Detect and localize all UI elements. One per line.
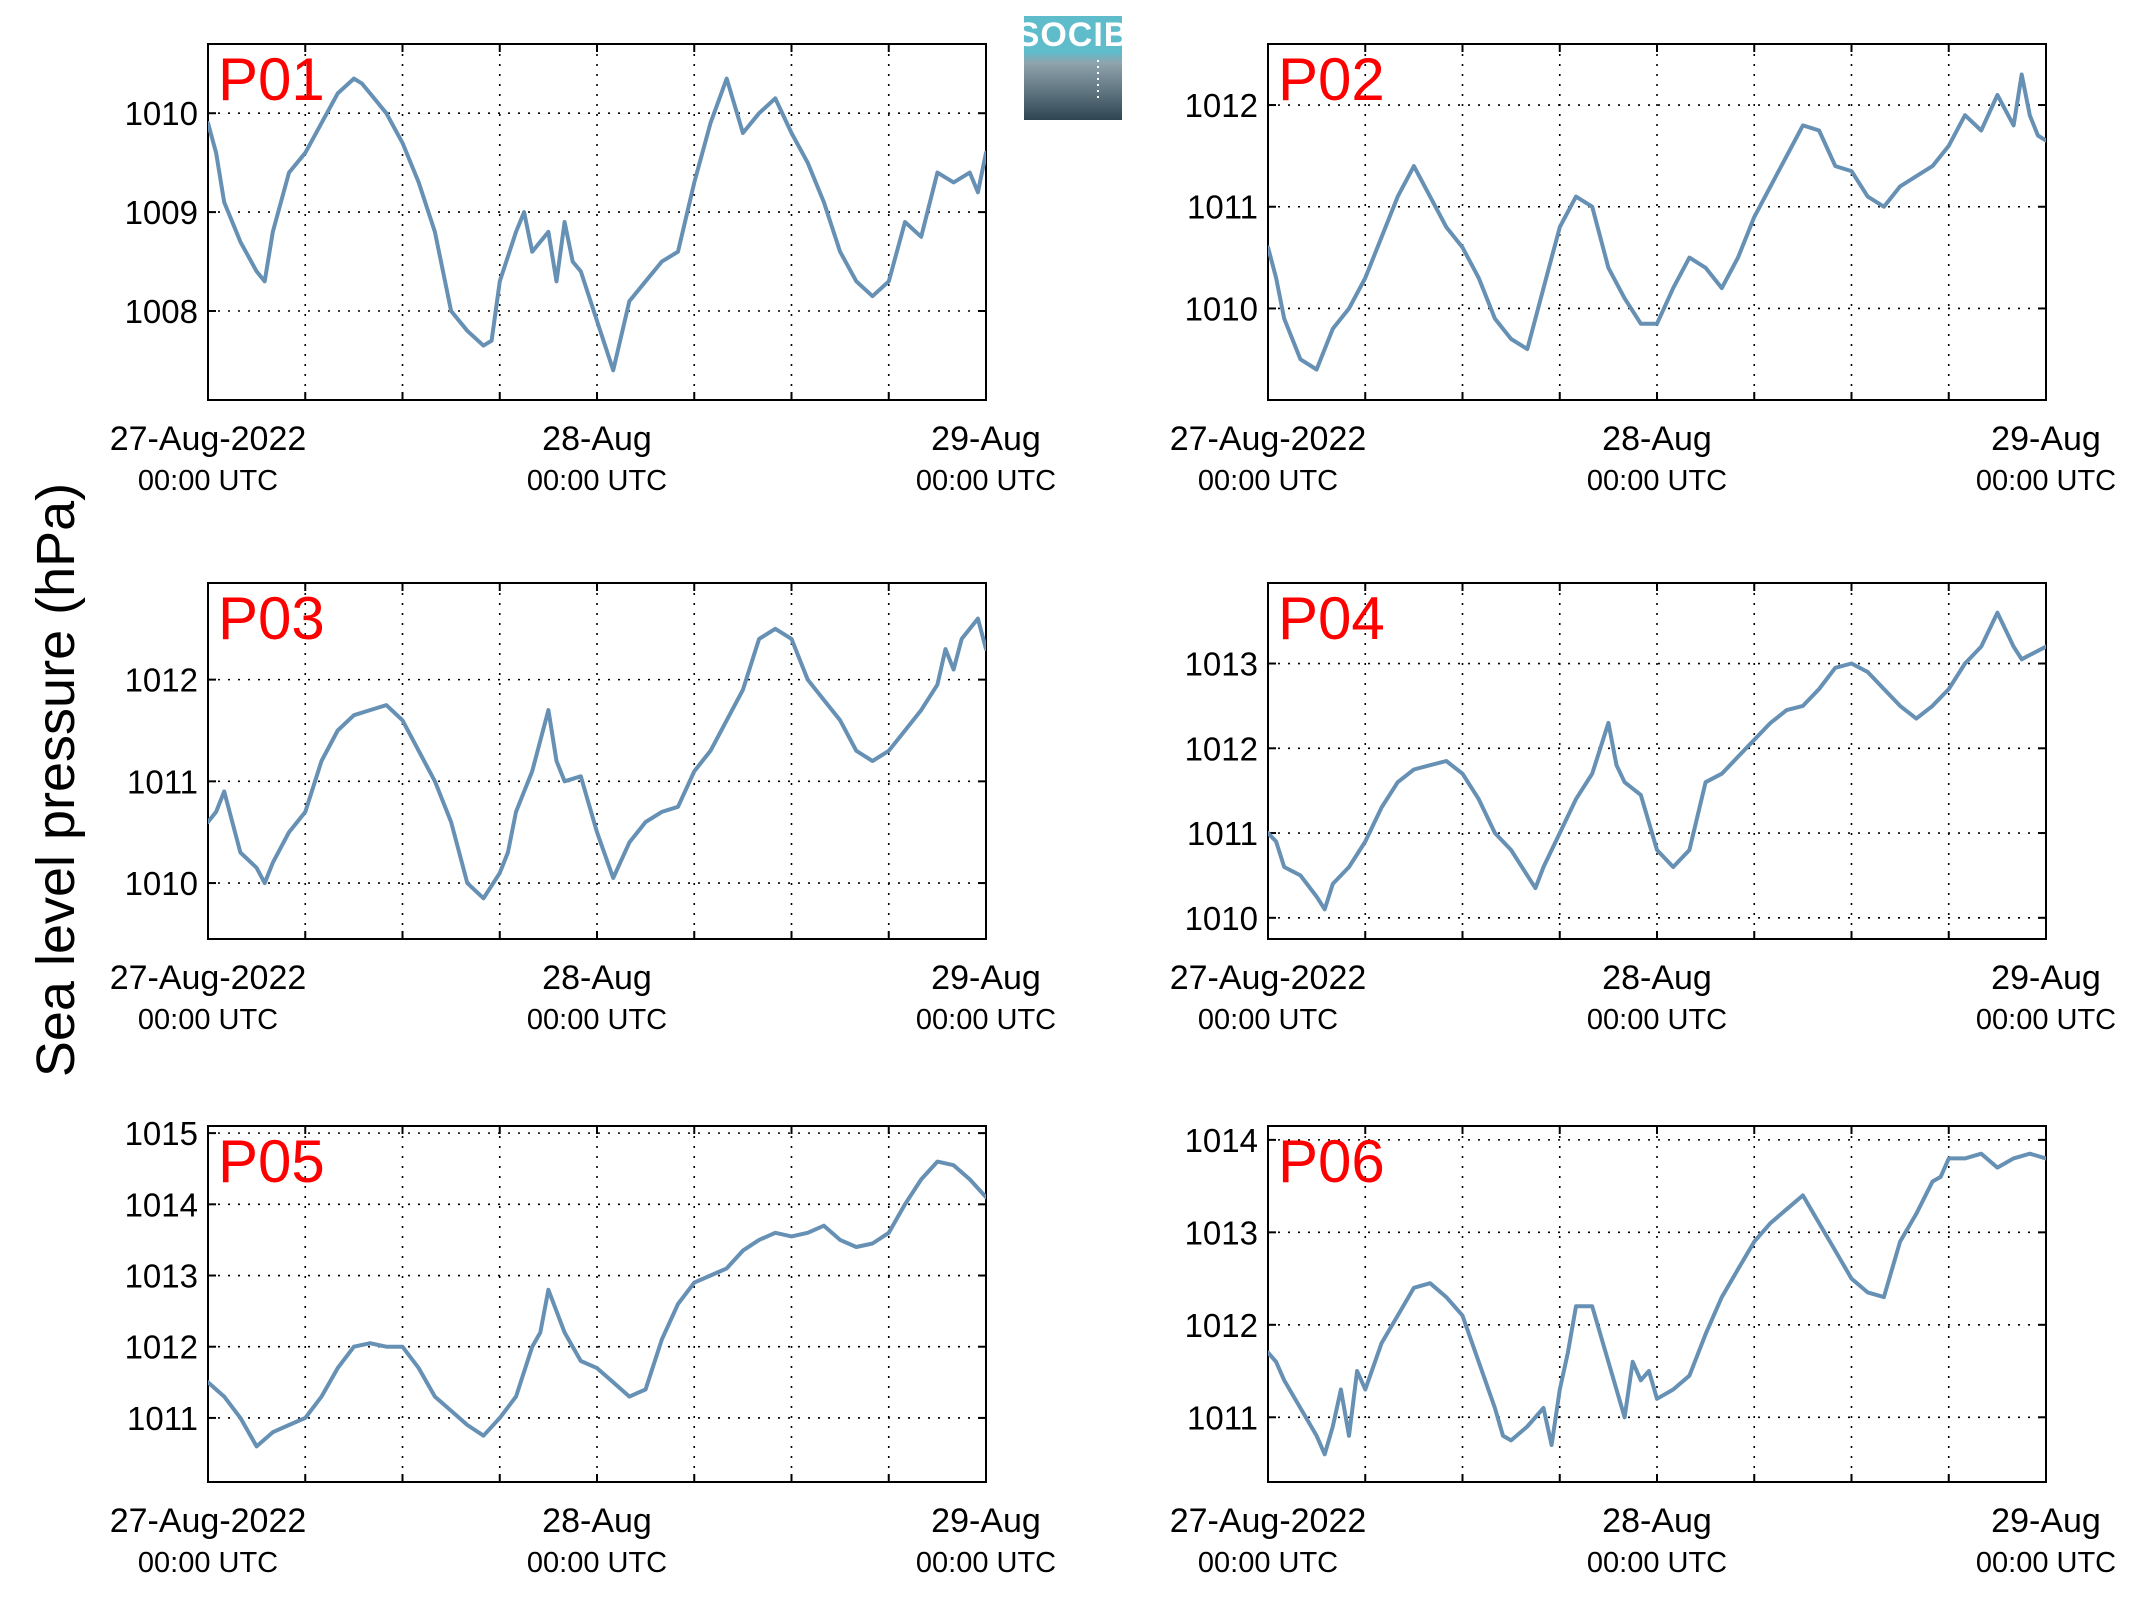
- panel-p06: 1011 1012 1013 1014 27-Aug-2022 00:00 UTC 28-A…: [1170, 1122, 2116, 1579]
- y-tick-label: 1012: [125, 1329, 198, 1366]
- x-tick-date-label: 29-Aug: [1991, 959, 2101, 997]
- x-tick-date-label: 28-Aug: [1602, 420, 1712, 458]
- logo-text: SOCIB: [1017, 16, 1130, 54]
- x-tick-time-label: 00:00 UTC: [1587, 465, 1727, 497]
- logo-badge: [1024, 16, 1122, 120]
- x-tick-date-label: 29-Aug: [931, 420, 1041, 458]
- x-tick-time-label: 00:00 UTC: [527, 1547, 667, 1579]
- pressure-series-line: [208, 616, 986, 901]
- x-tick-date-label: 28-Aug: [542, 959, 652, 997]
- x-tick-time-label: 00:00 UTC: [527, 465, 667, 497]
- x-tick-time-label: 00:00 UTC: [1976, 1004, 2116, 1036]
- x-tick-time-label: 00:00 UTC: [527, 1004, 667, 1036]
- y-tick-label: 1014: [125, 1186, 198, 1223]
- x-tick-time-label: 00:00 UTC: [1976, 465, 2116, 497]
- x-tick-date-label: 29-Aug: [931, 1502, 1041, 1540]
- panel-title: P04: [1278, 585, 1385, 652]
- x-tick-date-label: 27-Aug-2022: [110, 959, 307, 997]
- x-tick-time-label: 00:00 UTC: [138, 1004, 278, 1036]
- panel-title: P06: [1278, 1128, 1385, 1195]
- y-tick-label: 1009: [125, 194, 198, 231]
- x-tick-time-label: 00:00 UTC: [1198, 465, 1338, 497]
- panel-p02: 1010 1011 1012 27-Aug-2022 00:00 UTC 28-Aug 00…: [1170, 43, 2116, 497]
- y-tick-label: 1008: [125, 293, 198, 330]
- plot-area: [207, 1125, 987, 1483]
- panel-p03: 1010 1011 1012 27-Aug-2022 00:00 UTC 28-Aug 00…: [110, 582, 1056, 1036]
- x-tick-time-label: 00:00 UTC: [1587, 1004, 1727, 1036]
- x-tick-time-label: 00:00 UTC: [138, 1547, 278, 1579]
- y-tick-label: 1011: [1187, 1399, 1258, 1436]
- x-tick-date-label: 27-Aug-2022: [1170, 420, 1367, 458]
- panel-title: P02: [1278, 46, 1385, 113]
- panel-title: P05: [218, 1128, 325, 1195]
- x-tick-time-label: 00:00 UTC: [1587, 1547, 1727, 1579]
- x-tick-time-label: 00:00 UTC: [916, 1004, 1056, 1036]
- y-tick-label: 1012: [1185, 87, 1258, 124]
- x-tick-time-label: 00:00 UTC: [1198, 1547, 1338, 1579]
- x-tick-date-label: 28-Aug: [1602, 1502, 1712, 1540]
- panel-p01: 1008 1009 1010 27-Aug-2022 00:00 UTC 28-Aug 00…: [110, 43, 1056, 497]
- x-tick-time-label: 00:00 UTC: [1198, 1004, 1338, 1036]
- y-tick-label: 1011: [127, 763, 198, 800]
- panel-title: P03: [218, 585, 325, 652]
- x-tick-time-label: 00:00 UTC: [138, 465, 278, 497]
- x-tick-time-label: 00:00 UTC: [916, 465, 1056, 497]
- y-tick-label: 1012: [125, 662, 198, 699]
- y-tick-label: 1010: [1185, 290, 1258, 327]
- x-tick-date-label: 28-Aug: [542, 420, 652, 458]
- x-tick-date-label: 28-Aug: [1602, 959, 1712, 997]
- y-tick-label: 1012: [1185, 730, 1258, 767]
- y-tick-label: 1011: [1187, 189, 1258, 226]
- x-tick-time-label: 00:00 UTC: [1976, 1547, 2116, 1579]
- pressure-series-line: [1268, 610, 2046, 912]
- pressure-series-line: [208, 1159, 986, 1449]
- pressure-series-line: [1268, 1151, 2046, 1457]
- x-tick-date-label: 27-Aug-2022: [1170, 1502, 1367, 1540]
- x-tick-date-label: 27-Aug-2022: [110, 1502, 307, 1540]
- y-tick-label: 1013: [125, 1258, 198, 1295]
- x-tick-date-label: 29-Aug: [931, 959, 1041, 997]
- y-tick-label: 1013: [1185, 646, 1258, 683]
- x-tick-time-label: 00:00 UTC: [916, 1547, 1056, 1579]
- panel-title: P01: [218, 46, 325, 113]
- x-tick-date-label: 29-Aug: [1991, 420, 2101, 458]
- plot-area: [1267, 43, 2047, 401]
- plot-area: [207, 43, 987, 401]
- x-tick-date-label: 27-Aug-2022: [1170, 959, 1367, 997]
- y-tick-label: 1015: [125, 1115, 198, 1152]
- y-axis-label: Sea level pressure (hPa): [26, 483, 86, 1077]
- y-tick-label: 1012: [1185, 1307, 1258, 1344]
- y-tick-label: 1011: [127, 1400, 198, 1437]
- plot-area: [207, 582, 987, 940]
- x-tick-date-label: 27-Aug-2022: [110, 420, 307, 458]
- x-tick-date-label: 28-Aug: [542, 1502, 652, 1540]
- y-tick-label: 1014: [1185, 1122, 1258, 1159]
- socib-logo: SOCIB: [1017, 16, 1130, 120]
- y-tick-label: 1013: [1185, 1214, 1258, 1251]
- y-tick-label: 1010: [1185, 900, 1258, 937]
- pressure-series-line: [1268, 72, 2046, 372]
- x-tick-date-label: 29-Aug: [1991, 1502, 2101, 1540]
- panel-p04: 1010 1011 1012 1013 27-Aug-2022 00:00 UTC 28-A…: [1170, 582, 2116, 1036]
- y-tick-label: 1010: [125, 865, 198, 902]
- pressure-series-line: [208, 76, 986, 373]
- y-tick-label: 1010: [125, 95, 198, 132]
- plot-area: [1267, 1125, 2047, 1483]
- panels-container: 1008 1009 1010 27-Aug-2022 00:00 UTC 28-Aug 00…: [110, 43, 2116, 1579]
- y-tick-label: 1011: [1187, 815, 1258, 852]
- panel-p05: 1011 1012 1013 1014 1015 27-Aug-2022 00:00 UTC…: [110, 1115, 1056, 1579]
